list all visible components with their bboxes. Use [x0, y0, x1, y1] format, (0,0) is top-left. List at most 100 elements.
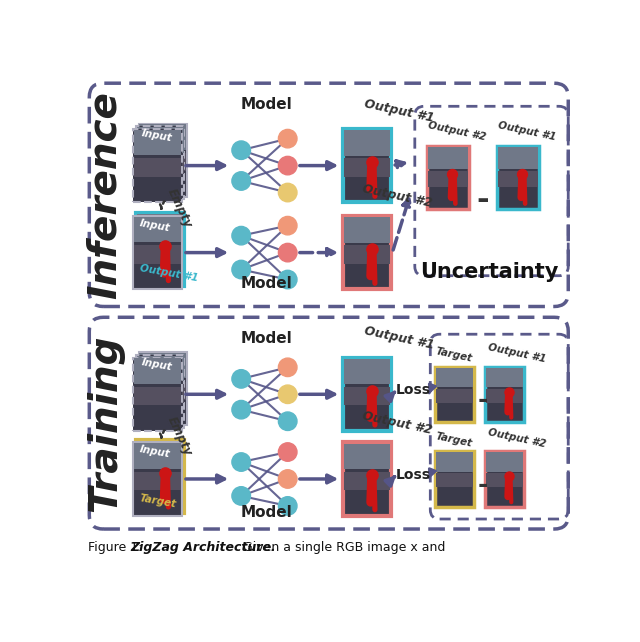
Circle shape	[278, 216, 297, 235]
Text: Empty: Empty	[164, 415, 194, 458]
Circle shape	[278, 470, 297, 488]
Bar	[497, 171, 538, 187]
Bar	[344, 130, 390, 156]
Text: Output #1: Output #1	[487, 342, 547, 364]
Bar	[436, 389, 473, 403]
Text: Inference: Inference	[86, 91, 124, 299]
Text: Model: Model	[240, 505, 292, 520]
Bar	[428, 171, 468, 187]
Bar	[136, 355, 184, 428]
Text: Output #1: Output #1	[363, 324, 435, 352]
Text: Output #2: Output #2	[428, 121, 487, 143]
Text: Output #1: Output #1	[363, 97, 435, 125]
Bar	[137, 127, 184, 153]
Bar	[497, 146, 538, 169]
Bar	[137, 385, 184, 403]
Bar	[427, 146, 469, 209]
Bar	[139, 124, 187, 197]
Bar	[344, 245, 390, 264]
Circle shape	[232, 453, 250, 471]
Bar	[134, 472, 181, 490]
Text: Output #1: Output #1	[497, 121, 557, 143]
Circle shape	[278, 412, 297, 431]
Bar	[137, 356, 184, 381]
Bar	[486, 452, 523, 472]
Bar	[134, 358, 182, 431]
Text: Loss: Loss	[396, 468, 431, 482]
Circle shape	[232, 487, 250, 505]
Bar	[497, 146, 539, 209]
Bar	[435, 451, 474, 507]
Text: ZigZag Architecture.: ZigZag Architecture.	[131, 541, 276, 554]
Circle shape	[232, 227, 250, 245]
Bar	[140, 381, 186, 400]
Bar	[136, 126, 184, 200]
Bar	[134, 443, 181, 469]
Bar	[344, 444, 390, 469]
Bar	[343, 129, 391, 202]
Bar	[344, 359, 390, 385]
Text: Output #1: Output #1	[138, 263, 198, 283]
Circle shape	[278, 184, 297, 202]
Text: Model: Model	[240, 331, 292, 346]
Text: Given a single RGB image x and: Given a single RGB image x and	[239, 541, 445, 554]
Circle shape	[278, 385, 297, 404]
Circle shape	[232, 141, 250, 159]
Text: Training: Training	[86, 334, 124, 512]
Text: Input: Input	[138, 218, 171, 233]
Text: Target: Target	[435, 431, 474, 449]
Bar	[344, 472, 390, 490]
Circle shape	[278, 130, 297, 148]
Text: Input: Input	[141, 128, 173, 143]
Text: -: -	[477, 186, 490, 214]
Text: Model: Model	[240, 97, 292, 112]
Text: Input: Input	[141, 357, 173, 372]
Bar	[138, 214, 183, 240]
Text: Figure 1:: Figure 1:	[88, 541, 146, 554]
Bar	[343, 216, 391, 289]
Circle shape	[278, 270, 297, 289]
Bar	[140, 153, 186, 171]
Text: Input: Input	[138, 444, 171, 460]
Bar	[134, 387, 181, 405]
Bar	[343, 358, 391, 431]
Bar	[134, 216, 181, 242]
Text: Model: Model	[240, 276, 292, 291]
Circle shape	[278, 157, 297, 175]
Bar	[436, 367, 473, 387]
Bar	[344, 387, 390, 405]
Bar	[344, 159, 390, 177]
Bar	[136, 213, 184, 286]
Text: Target: Target	[435, 347, 474, 364]
Circle shape	[278, 497, 297, 515]
Text: Empty: Empty	[164, 187, 194, 230]
Circle shape	[232, 370, 250, 388]
Circle shape	[278, 243, 297, 262]
Bar	[134, 216, 182, 289]
Circle shape	[232, 172, 250, 190]
Text: Target: Target	[138, 494, 177, 510]
Bar	[134, 159, 181, 177]
Bar	[485, 451, 524, 507]
Bar	[428, 146, 468, 169]
Bar	[436, 473, 473, 487]
Bar	[140, 353, 186, 379]
Circle shape	[232, 401, 250, 419]
Bar	[140, 124, 186, 150]
Text: Uncertainty: Uncertainty	[420, 262, 558, 282]
Text: -: -	[478, 388, 488, 412]
Text: Loss: Loss	[396, 383, 431, 397]
Bar	[436, 452, 473, 472]
Bar	[137, 155, 184, 174]
Bar	[134, 130, 181, 155]
Circle shape	[278, 443, 297, 461]
Text: Output #2: Output #2	[360, 409, 433, 437]
Bar	[344, 217, 390, 243]
Bar	[138, 243, 183, 261]
Bar	[136, 440, 184, 513]
Bar	[139, 352, 187, 426]
Bar	[343, 442, 391, 516]
Text: Output #2: Output #2	[487, 427, 547, 449]
Bar	[134, 358, 181, 384]
Bar	[134, 129, 182, 202]
